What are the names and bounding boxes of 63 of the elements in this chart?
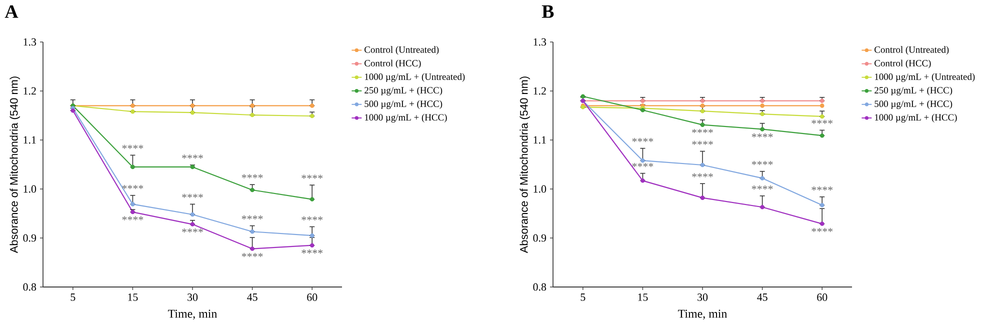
legend-label: 1000 µg/mL + (Untreated): [875, 73, 975, 82]
x-tick-label: 45: [247, 294, 258, 301]
y-tick-label: 1.2: [24, 87, 36, 95]
y-tick-label: 1.2: [534, 87, 546, 95]
legend-label: 500 µg/mL + (HCC): [364, 100, 442, 109]
x-tick-label: 30: [698, 294, 708, 301]
x-tick-label: 30: [188, 294, 198, 301]
chart-title: A: [4, 5, 18, 18]
annotation: ****: [302, 174, 323, 179]
y-tick-label: 0.9: [533, 234, 546, 242]
x-tick-label: 45: [757, 294, 768, 301]
annotation: ****: [632, 162, 654, 167]
x-tick-label: 5: [70, 294, 76, 301]
y-tick-label: 1.0: [534, 185, 546, 193]
x-tick-label: 60: [307, 294, 318, 301]
annotation: ****: [122, 216, 144, 220]
annotation: ****: [632, 138, 654, 142]
legend-label: 250 µg/mL + (HCC): [364, 86, 442, 96]
y-tick-label: 0.9: [23, 234, 36, 242]
x-tick-label: 15: [638, 294, 648, 301]
legend-label: Control (Untreated): [364, 46, 439, 55]
annotation: ****: [122, 185, 144, 190]
annotation: ****: [752, 185, 773, 190]
legend-label: 250 µg/mL + (HCC): [874, 86, 952, 96]
annotation: ****: [302, 216, 323, 220]
legend-label: 1000 µg/mL + (Untreated): [364, 73, 465, 82]
annotation: ****: [692, 173, 713, 178]
annotation: ****: [752, 160, 773, 166]
y-tick-label: 0.8: [23, 283, 36, 291]
x-tick-label: 60: [817, 294, 828, 301]
legend-label: 500 µg/mL + (HCC): [874, 100, 952, 109]
y-tick-label: 1.1: [534, 136, 546, 144]
y-axis-title: Absorance of Mitochondria (540 nm): [520, 76, 530, 254]
annotation: ****: [242, 215, 263, 220]
chart-title: B: [542, 5, 554, 18]
annotation: ****: [122, 144, 144, 149]
legend-label: Control (HCC): [874, 60, 931, 68]
x-axis-title: Time, min: [678, 310, 728, 320]
y-tick-label: 0.8: [533, 283, 546, 291]
annotation: ****: [182, 228, 203, 232]
annotation: ****: [242, 252, 263, 257]
annotation: ****: [242, 174, 263, 178]
legend-label: Control (Untreated): [874, 46, 949, 55]
annotation: ****: [812, 228, 833, 232]
legend-label: 1000 µg/mL + (HCC): [364, 114, 447, 123]
y-tick-label: 1.0: [24, 185, 36, 193]
annotation: ****: [752, 133, 773, 138]
annotation: ****: [812, 120, 833, 124]
annotation: ****: [302, 250, 323, 254]
y-tick-label: 1.3: [534, 38, 546, 46]
legend-label: 1000 µg/mL + (HCC): [875, 114, 957, 123]
annotation: ****: [182, 154, 203, 159]
annotation: ****: [692, 140, 713, 145]
annotation: ****: [692, 129, 713, 134]
annotation: ****: [182, 194, 203, 198]
y-axis-title: Absorance of Mitochondria (540 nm): [10, 76, 20, 254]
x-axis-title: Time, min: [168, 310, 218, 320]
y-tick-label: 1.3: [24, 38, 36, 46]
y-tick-label: 1.1: [24, 136, 36, 144]
x-tick-label: 5: [580, 294, 586, 301]
legend-label: Control (HCC): [364, 60, 421, 68]
annotation: ****: [812, 186, 833, 190]
x-tick-label: 15: [128, 294, 138, 301]
